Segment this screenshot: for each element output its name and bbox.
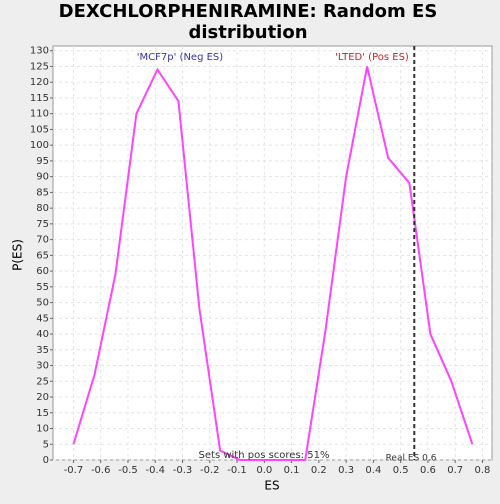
y-tick-label: 45 bbox=[36, 313, 49, 324]
x-tick-label: -0.7 bbox=[64, 465, 84, 476]
y-tick-label: 35 bbox=[36, 345, 49, 356]
y-tick-label: 110 bbox=[30, 109, 49, 120]
x-tick-label: 0.8 bbox=[475, 465, 491, 476]
y-axis-label: P(ES) bbox=[11, 239, 25, 271]
y-tick-label: 70 bbox=[36, 235, 49, 246]
annotation: 'LTED' (Pos ES) bbox=[335, 52, 409, 63]
x-tick-label: 0.4 bbox=[365, 465, 381, 476]
x-tick-label: 0.5 bbox=[393, 465, 409, 476]
x-tick-label: -0.3 bbox=[173, 465, 193, 476]
annotation: Sets with pos scores: 51% bbox=[199, 450, 330, 461]
y-tick-label: 10 bbox=[36, 424, 49, 435]
y-tick-label: 115 bbox=[30, 93, 49, 104]
x-tick-label: 0.6 bbox=[420, 465, 436, 476]
x-tick-label: 0.0 bbox=[256, 465, 272, 476]
y-tick-label: 20 bbox=[36, 392, 49, 403]
x-tick-label: -0.2 bbox=[200, 465, 220, 476]
y-tick-label: 65 bbox=[36, 250, 49, 261]
es-line bbox=[72, 66, 474, 461]
x-tick-label: 0.7 bbox=[447, 465, 463, 476]
y-tick-label: 15 bbox=[36, 408, 49, 419]
y-tick-label: 105 bbox=[30, 124, 49, 135]
y-tick-label: 60 bbox=[36, 266, 49, 277]
y-tick-label: 40 bbox=[36, 329, 49, 340]
annotation: Real ES 0.6 bbox=[386, 454, 437, 464]
title-line: DEXCHLORPHENIRAMINE: Random ES bbox=[59, 1, 438, 22]
y-tick-label: 125 bbox=[30, 61, 49, 72]
x-tick-label: 0.1 bbox=[284, 465, 300, 476]
x-tick-label: 0.2 bbox=[311, 465, 327, 476]
x-axis-label: ES bbox=[264, 479, 279, 493]
y-tick-label: 95 bbox=[36, 156, 49, 167]
y-tick-label: 50 bbox=[36, 298, 49, 309]
y-tick-label: 5 bbox=[43, 439, 49, 450]
y-tick-label: 85 bbox=[36, 187, 49, 198]
chart-title: DEXCHLORPHENIRAMINE: Random ES distributi… bbox=[59, 1, 438, 43]
y-tick-label: 55 bbox=[36, 282, 49, 293]
y-tick-label: 90 bbox=[36, 172, 49, 183]
y-tick-label: 80 bbox=[36, 203, 49, 214]
x-tick-label: -0.4 bbox=[145, 465, 165, 476]
y-tick-label: 25 bbox=[36, 376, 49, 387]
x-tick-label: -0.5 bbox=[118, 465, 138, 476]
y-tick-label: 75 bbox=[36, 219, 49, 230]
y-tick-label: 120 bbox=[30, 77, 49, 88]
y-tick-label: 0 bbox=[43, 455, 49, 466]
x-tick-label: -0.6 bbox=[91, 465, 111, 476]
y-tick-label: 30 bbox=[36, 361, 49, 372]
x-tick-label: -0.1 bbox=[227, 465, 247, 476]
x-tick-label: 0.3 bbox=[338, 465, 354, 476]
annotation: 'MCF7p' (Neg ES) bbox=[137, 52, 223, 63]
y-tick-label: 100 bbox=[30, 140, 49, 151]
y-tick-label: 130 bbox=[30, 46, 49, 57]
title-line: distribution bbox=[188, 22, 307, 43]
